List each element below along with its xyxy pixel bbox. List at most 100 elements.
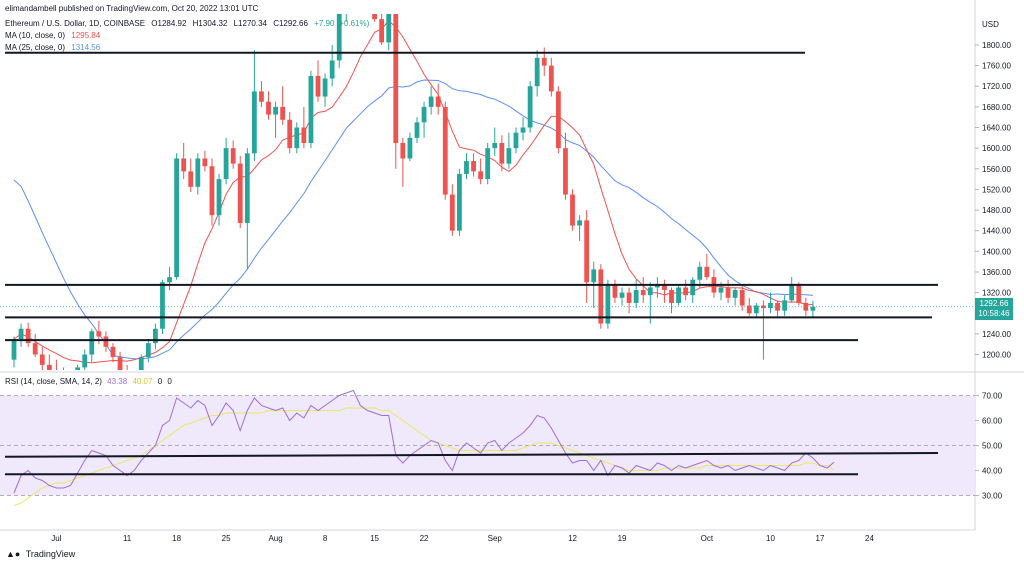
candle-body (619, 292, 625, 298)
candle-body (605, 284, 611, 324)
candle (25, 322, 31, 347)
price-tick-label: 1640.00 (982, 124, 1011, 133)
candle-body (563, 148, 568, 195)
close-value: C1292.66 (273, 19, 308, 28)
candle-body (506, 148, 512, 164)
candle-body (315, 75, 321, 97)
candle (308, 70, 314, 149)
candle-body (782, 300, 788, 311)
candle-body (570, 194, 575, 226)
candle (683, 279, 689, 301)
candle-body (138, 357, 144, 370)
price-tick-label: 1600.00 (982, 144, 1011, 153)
x-tick-label: 22 (420, 534, 429, 543)
candle (273, 101, 278, 138)
candle (216, 173, 222, 226)
x-tick-label: 15 (370, 534, 379, 543)
candle (32, 333, 38, 358)
rsi-legend: RSI (14, close, SMA, 14, 2) 43.38 40.07 … (5, 377, 172, 386)
candle-body (244, 153, 250, 223)
candle (506, 132, 512, 169)
last-price-badge: 1292.66 10:58:46 (975, 298, 1013, 320)
candle (449, 184, 455, 236)
candle-body (329, 60, 335, 79)
candle (393, 14, 399, 169)
price-tick-label: 1720.00 (982, 82, 1011, 91)
candle-body (739, 290, 745, 306)
candle (280, 86, 286, 125)
rsi-extra-2: 0 (167, 377, 172, 386)
candle (167, 266, 172, 291)
candle-body (612, 284, 618, 298)
candle-body (195, 158, 201, 187)
candle (138, 354, 144, 370)
candle (195, 153, 201, 195)
candle (690, 277, 696, 303)
candle-body (39, 354, 45, 365)
x-tick-label: 17 (816, 534, 825, 543)
candle (126, 364, 128, 370)
candle (400, 137, 406, 187)
candle (662, 279, 667, 303)
candle-body (527, 86, 533, 128)
candle (379, 14, 385, 45)
candle-body (789, 284, 795, 301)
candle-body (280, 106, 286, 120)
candle-body (690, 279, 696, 296)
candle (407, 132, 413, 162)
candle (230, 140, 236, 169)
candle-body (103, 336, 109, 347)
candle (478, 158, 484, 185)
candle-body (230, 148, 236, 164)
candle-body (46, 364, 52, 370)
candle (534, 50, 540, 97)
last-price-value: 1292.66 (979, 299, 1009, 308)
price-tick-label: 1560.00 (982, 165, 1011, 174)
rsi-trendline-upper (4, 452, 939, 458)
candle-body (633, 290, 639, 303)
price-tick-label: 1400.00 (982, 247, 1011, 256)
candle-body (471, 161, 476, 172)
candle-body (591, 269, 597, 283)
candle (485, 142, 491, 185)
candle (796, 282, 802, 306)
x-tick-label: Sep (488, 534, 503, 543)
candle (55, 359, 57, 370)
candle-body (89, 331, 95, 355)
x-tick-label: 18 (172, 534, 181, 543)
candle-body (697, 266, 703, 280)
candle (457, 168, 462, 236)
candle (89, 328, 95, 363)
candle (259, 81, 264, 107)
candle-body (485, 148, 491, 180)
candle-body (796, 284, 802, 303)
candle (768, 292, 773, 314)
candle-body (457, 173, 462, 231)
candle (103, 331, 109, 352)
candle-body (435, 96, 441, 107)
candle (266, 91, 271, 120)
high-value: H1304.32 (192, 19, 228, 28)
rsi-value: 43.38 (107, 377, 128, 386)
rsi-sma-value: 40.07 (132, 377, 153, 386)
candle-body (520, 127, 526, 133)
candle (421, 101, 427, 138)
candle (351, 0, 356, 14)
candle-body (386, 14, 392, 43)
candle-body (18, 328, 24, 340)
candle (365, 0, 370, 9)
candle-body (344, 4, 349, 14)
indicator-lines (13, 19, 813, 364)
candle (46, 354, 52, 370)
candle-body (365, 0, 370, 6)
price-tick-label: 1360.00 (982, 268, 1011, 277)
candle (555, 86, 561, 154)
candle-body (188, 171, 194, 187)
price-tick-label: 1440.00 (982, 227, 1011, 236)
candle (612, 279, 618, 303)
brand-footer[interactable]: ▲● TradingView (6, 549, 75, 559)
candle-body (110, 346, 116, 358)
candle (174, 153, 180, 280)
